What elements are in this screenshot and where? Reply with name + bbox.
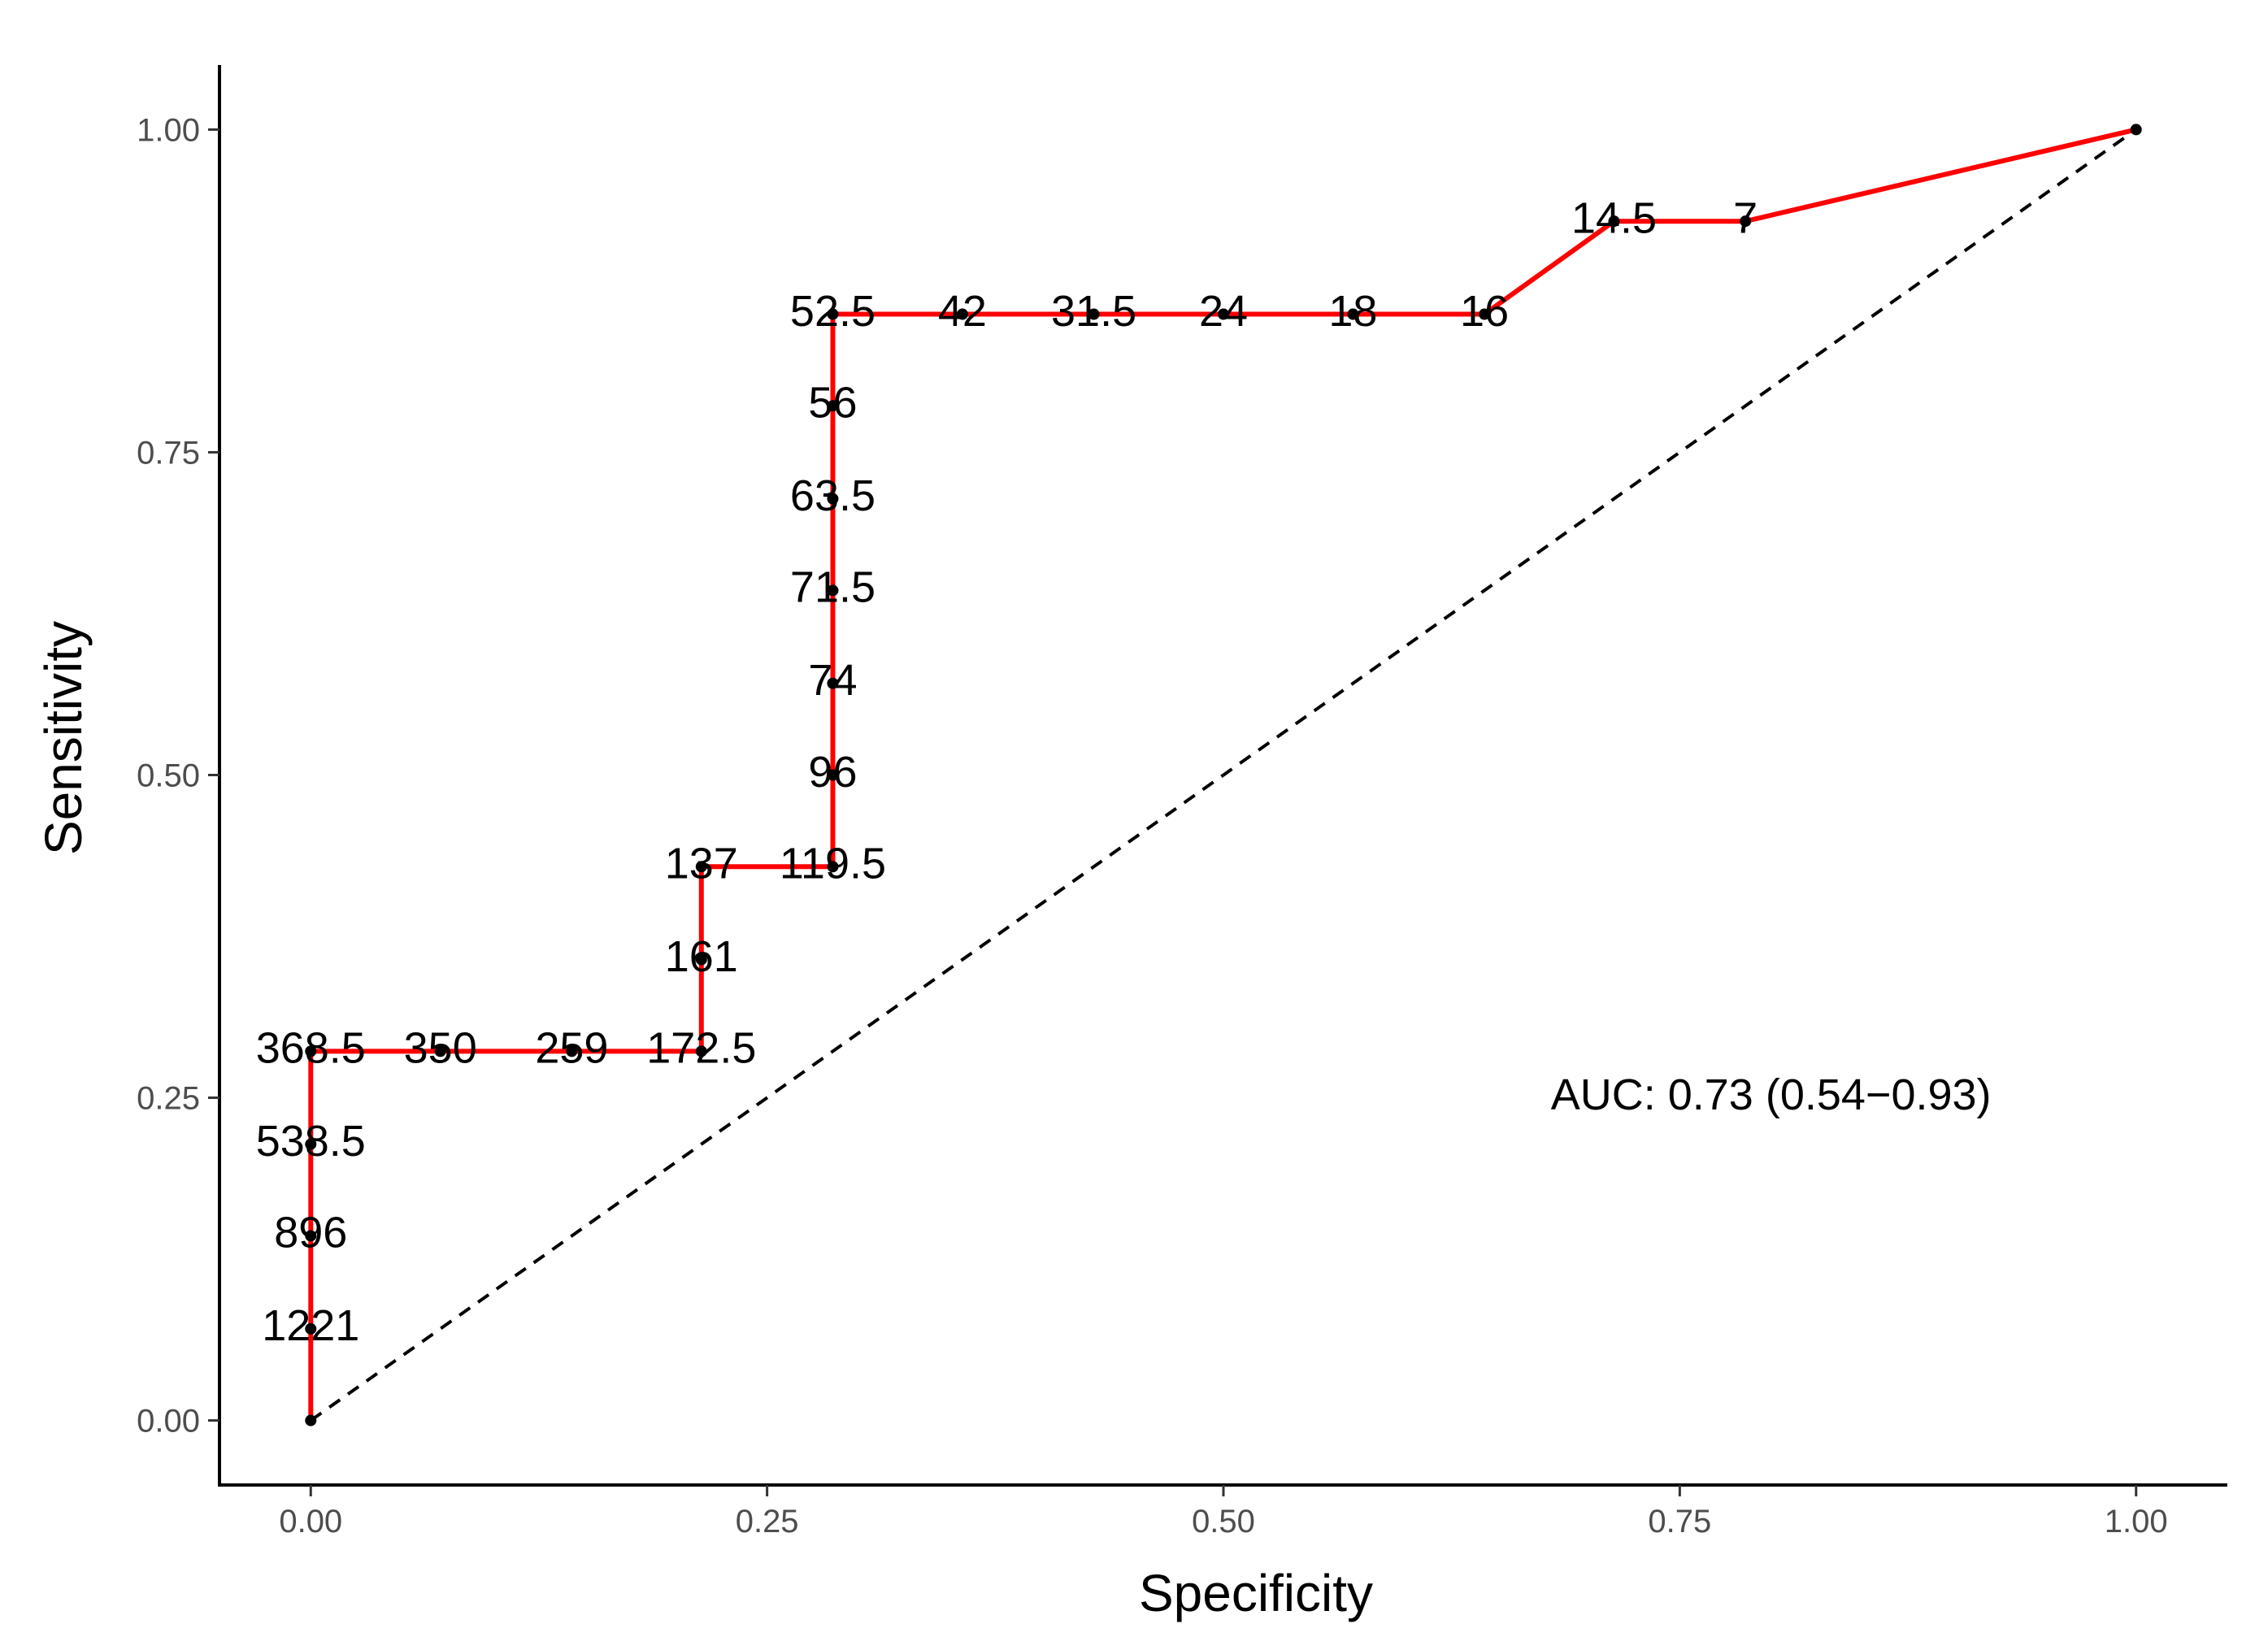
x-tick-label: 1.00: [2105, 1504, 2168, 1539]
roc-point: [434, 1045, 446, 1057]
reference-line-layer: [310, 128, 2137, 1422]
y-axis-title: Sensitivity: [34, 621, 93, 855]
roc-point: [827, 677, 839, 689]
y-tick-label: 0.75: [137, 435, 200, 471]
threshold-label: 172.5: [646, 1024, 756, 1073]
threshold-label: 42: [938, 287, 987, 336]
threshold-label: 24: [1199, 287, 1248, 336]
x-tick-label: 0.25: [736, 1504, 799, 1539]
roc-point: [827, 769, 839, 781]
y-tick-label: 0.50: [137, 758, 200, 794]
threshold-label: 14.5: [1571, 193, 1657, 242]
x-axis-title: Specificity: [1139, 1564, 1373, 1622]
threshold-label: 56: [808, 379, 857, 428]
threshold-label: 161: [665, 932, 738, 981]
threshold-label: 119.5: [780, 840, 886, 888]
threshold-label: 71.5: [790, 563, 875, 612]
auc-annotation: AUC: 0.73 (0.54−0.93): [1551, 1070, 1992, 1119]
roc-point: [695, 1045, 707, 1057]
roc-point: [1218, 308, 1229, 320]
roc-point: [695, 861, 707, 873]
roc-point: [1608, 215, 1620, 228]
roc-point: [827, 584, 839, 597]
threshold-label: 31.5: [1051, 287, 1136, 336]
threshold-label: 63.5: [790, 471, 875, 520]
y-tick-label: 0.25: [137, 1081, 200, 1117]
roc-point: [695, 953, 707, 966]
roc-point: [305, 1414, 317, 1426]
threshold-label: 74: [808, 656, 857, 705]
roc-point: [305, 1045, 317, 1057]
threshold-label: 137: [665, 840, 738, 888]
threshold-label: 7: [1733, 193, 1757, 242]
threshold-label: 96: [808, 748, 857, 797]
roc-point: [305, 1322, 317, 1335]
threshold-label: 538.5: [256, 1117, 366, 1166]
y-tick-label: 0.00: [137, 1404, 200, 1439]
roc-point: [305, 1138, 317, 1150]
x-tick-label: 0.00: [279, 1504, 342, 1539]
x-tick-label: 0.50: [1192, 1504, 1255, 1539]
reference-diagonal-line: [310, 128, 2137, 1422]
roc-point: [1088, 308, 1100, 320]
threshold-label: 368.5: [256, 1024, 366, 1073]
roc-points-layer: [305, 124, 2142, 1426]
threshold-label: 1221: [262, 1301, 359, 1350]
threshold-label: 18: [1328, 287, 1377, 336]
threshold-label: 52.5: [790, 287, 875, 336]
ticks-layer: 0.00 0.25 0.50 0.75 1.00 0.00 0.25 0.50 0.75 1.00: [137, 112, 2168, 1539]
roc-point: [1740, 215, 1752, 228]
y-tick-label: 1.00: [137, 112, 200, 148]
roc-point: [566, 1045, 578, 1057]
roc-point: [827, 493, 839, 505]
roc-point: [2130, 124, 2142, 136]
x-tick-label: 0.75: [1648, 1504, 1711, 1539]
roc-point: [956, 308, 968, 320]
roc-point: [827, 861, 839, 873]
roc-point: [827, 400, 839, 412]
threshold-label: 16: [1460, 287, 1509, 336]
roc-point: [1479, 308, 1491, 320]
threshold-labels-layer: 1221 896 538.5 368.5 350 259 172.5 161 137 119.5 9…: [256, 193, 1758, 1350]
roc-point: [305, 1230, 317, 1242]
roc-point: [827, 308, 839, 320]
roc-point: [1347, 308, 1359, 320]
threshold-label: 896: [274, 1209, 347, 1257]
threshold-label: 350: [404, 1024, 477, 1073]
threshold-label: 259: [535, 1024, 608, 1073]
